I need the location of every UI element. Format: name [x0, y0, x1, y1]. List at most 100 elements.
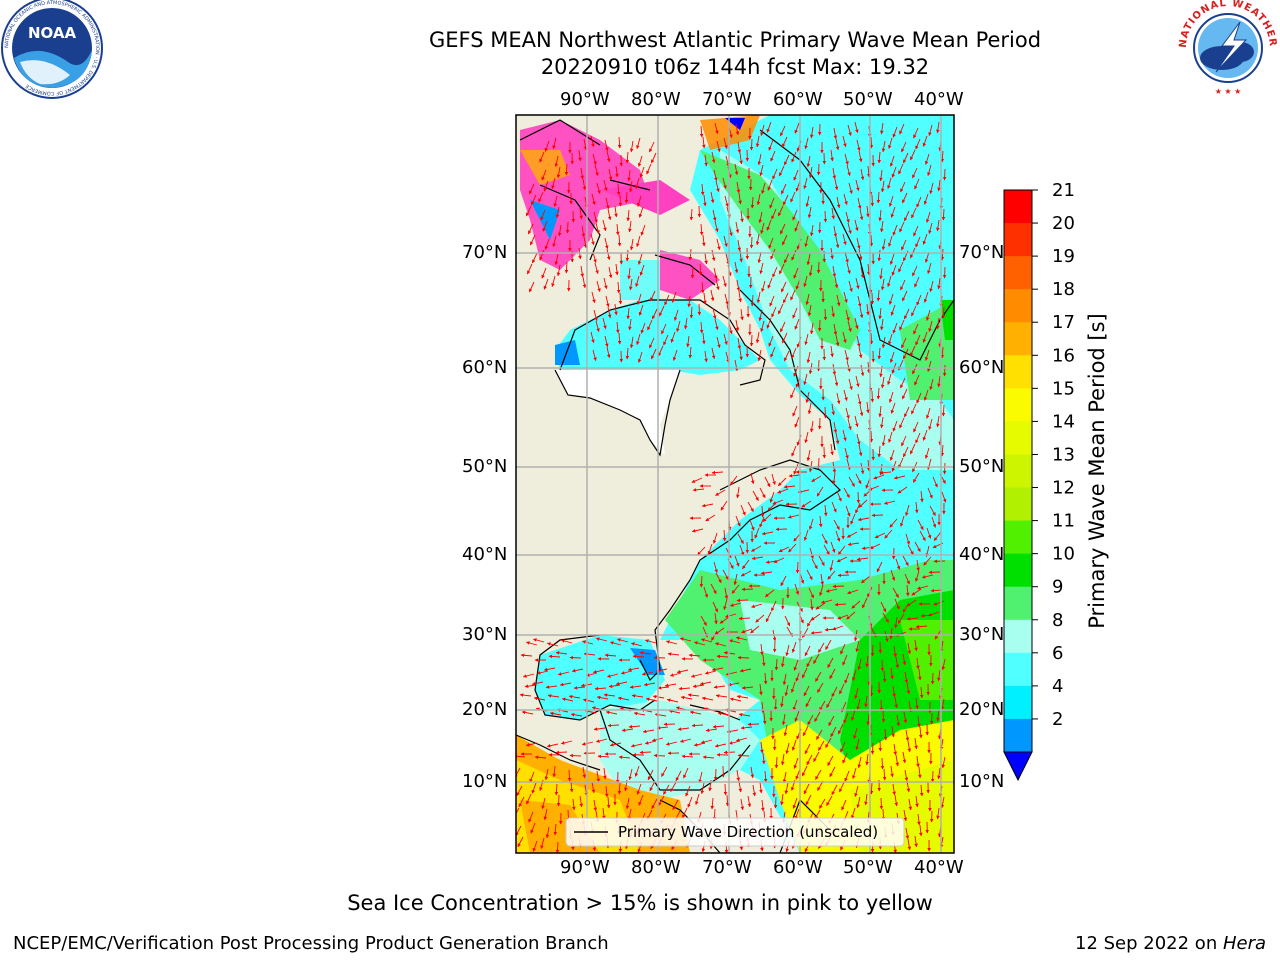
wave-arrow — [858, 444, 863, 457]
wave-arrow — [699, 575, 704, 588]
wave-arrow — [761, 654, 766, 667]
wave-arrow — [739, 348, 743, 361]
lon-tick-top: 90°W — [560, 89, 610, 110]
wave-arrow — [937, 179, 941, 192]
wave-arrow — [828, 715, 835, 727]
wave-arrow — [519, 693, 532, 697]
wave-arrow — [647, 319, 653, 331]
wave-arrow — [560, 740, 573, 745]
wave-arrow — [876, 387, 881, 400]
wave-arrow — [697, 205, 702, 218]
wave-arrow — [808, 264, 813, 277]
wave-arrow — [645, 697, 658, 702]
wave-arrow — [627, 667, 640, 672]
wave-arrow — [842, 429, 847, 442]
wave-arrow — [818, 515, 823, 528]
wave-arrow — [929, 378, 934, 391]
wave-arrow — [734, 555, 740, 567]
wave-arrow — [767, 179, 773, 191]
wave-arrow — [866, 713, 871, 726]
wave-arrow — [928, 611, 940, 617]
wave-arrow — [830, 726, 837, 738]
wave-arrow — [912, 167, 918, 179]
wave-arrow — [780, 575, 787, 587]
wave-arrow — [836, 556, 848, 563]
wave-arrow — [783, 724, 788, 737]
wave-arrow — [847, 589, 859, 595]
wave-arrow — [804, 431, 809, 444]
wave-arrow — [831, 207, 835, 220]
wave-arrow — [723, 783, 728, 796]
wave-arrow — [766, 121, 772, 133]
wave-arrow — [595, 637, 608, 642]
wave-arrow — [749, 236, 754, 249]
wave-arrow — [905, 533, 911, 545]
wave-arrow — [881, 336, 886, 349]
wave-arrow — [583, 138, 588, 151]
wave-arrow — [842, 654, 848, 666]
lat-tick-left: 70°N — [462, 242, 508, 263]
wave-arrow — [887, 373, 892, 386]
wave-arrow — [857, 197, 862, 210]
wave-arrow — [628, 220, 632, 233]
wave-arrow — [929, 505, 936, 516]
wave-arrow — [626, 307, 631, 320]
wave-arrow — [702, 136, 706, 149]
wave-arrow — [852, 669, 857, 682]
wave-arrow — [525, 742, 538, 747]
wave-arrow — [810, 126, 814, 139]
wave-arrow — [837, 545, 846, 556]
wave-arrow — [890, 667, 894, 680]
wave-arrow — [881, 140, 886, 153]
wave-arrow — [842, 331, 847, 344]
wave-arrow — [869, 136, 874, 149]
wave-arrow — [792, 405, 798, 417]
wave-arrow — [940, 150, 945, 163]
wave-arrow — [909, 345, 916, 357]
wave-arrow — [621, 728, 634, 732]
wave-arrow — [942, 266, 947, 279]
wave-arrow — [819, 584, 824, 597]
wave-arrow — [915, 334, 921, 346]
wave-arrow — [604, 237, 609, 250]
wave-arrow — [639, 264, 645, 276]
wave-arrow — [912, 472, 920, 483]
wave-arrow — [914, 501, 919, 514]
wave-arrow — [894, 696, 898, 709]
wave-arrow — [844, 349, 849, 362]
wave-arrow — [569, 753, 582, 758]
wave-arrow — [923, 291, 929, 303]
wave-arrow — [760, 124, 765, 137]
wave-arrow — [819, 700, 826, 711]
wave-arrow — [846, 531, 858, 538]
wave-arrow — [871, 513, 884, 518]
wave-arrow — [759, 262, 764, 275]
wave-arrow — [836, 196, 841, 209]
wave-arrow — [794, 416, 800, 428]
wave-arrow — [773, 796, 778, 809]
wave-arrow — [936, 121, 940, 134]
wave-arrow — [592, 669, 605, 674]
wave-arrow — [719, 616, 730, 624]
wave-arrow — [932, 476, 938, 488]
wave-arrow — [641, 671, 654, 676]
wave-arrow — [737, 239, 742, 252]
wave-arrow — [907, 544, 914, 555]
wave-arrow — [730, 475, 738, 486]
wave-arrow — [928, 320, 933, 333]
wave-arrow — [752, 490, 759, 501]
wave-arrow — [855, 640, 860, 653]
wave-arrow — [761, 280, 766, 293]
wave-arrow — [915, 236, 921, 248]
wave-arrow — [848, 476, 855, 487]
wave-arrow — [808, 166, 813, 179]
wave-arrow — [901, 435, 907, 447]
wave-arrow — [688, 248, 693, 261]
wave-arrow — [617, 696, 630, 701]
wave-arrow — [877, 249, 882, 262]
wave-arrow — [832, 584, 845, 589]
wave-arrow — [834, 178, 839, 191]
wave-arrow — [846, 611, 856, 620]
wave-arrow — [625, 347, 630, 360]
